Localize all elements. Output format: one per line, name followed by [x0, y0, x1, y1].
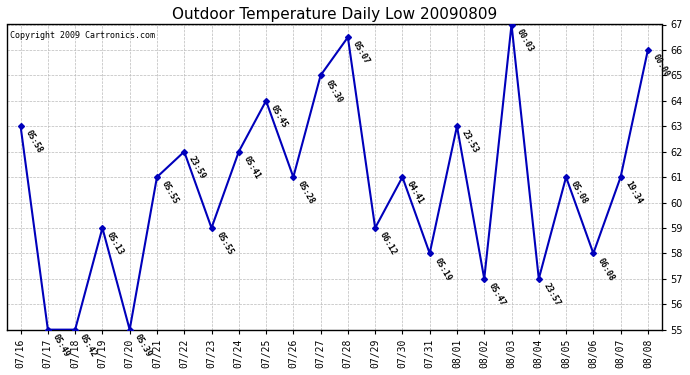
- Text: 00:03: 00:03: [514, 27, 535, 53]
- Text: 05:55: 05:55: [159, 180, 180, 206]
- Text: 05:28: 05:28: [296, 180, 317, 206]
- Text: 05:30: 05:30: [324, 78, 344, 104]
- Text: 23:57: 23:57: [542, 282, 562, 308]
- Text: 05:42: 05:42: [78, 332, 98, 358]
- Text: 06:08: 06:08: [596, 256, 616, 282]
- Text: 19:34: 19:34: [623, 180, 644, 206]
- Text: 05:07: 05:07: [351, 40, 371, 66]
- Text: 04:41: 04:41: [405, 180, 426, 206]
- Text: 05:45: 05:45: [269, 104, 289, 130]
- Title: Outdoor Temperature Daily Low 20090809: Outdoor Temperature Daily Low 20090809: [172, 7, 497, 22]
- Text: 05:47: 05:47: [487, 282, 507, 308]
- Text: 05:19: 05:19: [433, 256, 453, 282]
- Text: 05:08: 05:08: [569, 180, 589, 206]
- Text: 05:41: 05:41: [241, 154, 262, 181]
- Text: Copyright 2009 Cartronics.com: Copyright 2009 Cartronics.com: [10, 31, 155, 40]
- Text: 23:59: 23:59: [187, 154, 207, 181]
- Text: 05:58: 05:58: [23, 129, 43, 155]
- Text: 05:39: 05:39: [132, 332, 152, 358]
- Text: 23:53: 23:53: [460, 129, 480, 155]
- Text: 00:00: 00:00: [651, 53, 671, 79]
- Text: 05:55: 05:55: [215, 231, 235, 257]
- Text: 06:12: 06:12: [378, 231, 398, 257]
- Text: 05:13: 05:13: [105, 231, 126, 257]
- Text: 05:49: 05:49: [50, 332, 71, 358]
